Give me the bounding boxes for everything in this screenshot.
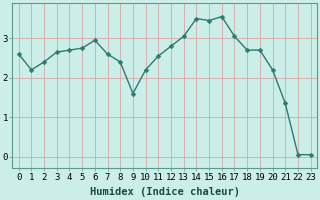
X-axis label: Humidex (Indice chaleur): Humidex (Indice chaleur) (90, 187, 240, 197)
